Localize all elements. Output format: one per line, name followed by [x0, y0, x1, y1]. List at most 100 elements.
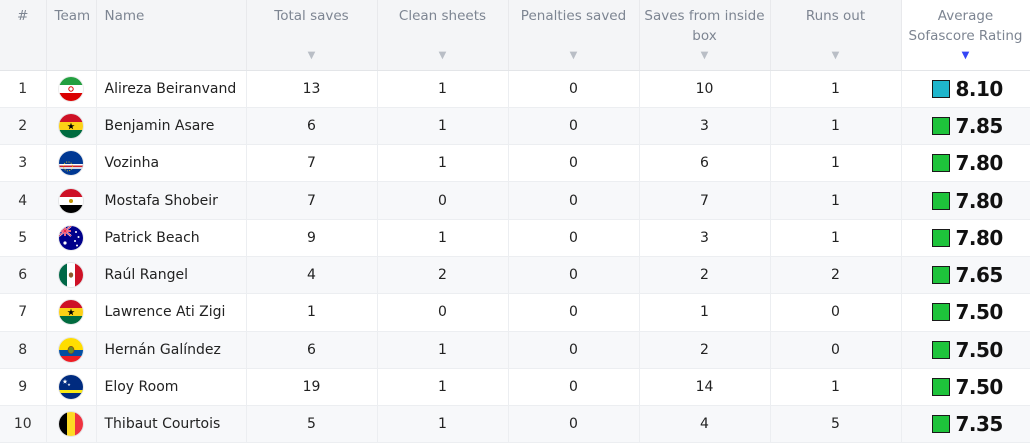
rating-value: 7.65 — [955, 263, 1004, 288]
header-total-saves[interactable]: Total saves ▼ — [246, 0, 378, 71]
sort-down-triangle-icon-active[interactable]: ▼ — [961, 49, 970, 61]
header-team: Team — [46, 0, 97, 71]
rating-value: 7.50 — [955, 300, 1004, 325]
rating-value: 7.80 — [955, 188, 1004, 213]
curacao-flag-icon[interactable] — [59, 375, 83, 400]
player-name-link[interactable]: Raúl Rangel — [96, 256, 247, 295]
saves-inside-box-cell: 14 — [639, 368, 771, 407]
player-name-link[interactable]: Lawrence Ati Zigi — [96, 293, 247, 332]
table-row[interactable]: 6 Raúl Rangel 4 2 0 2 2 7.65 — [0, 256, 1030, 295]
runs-out-cell: 2 — [770, 256, 902, 295]
australia-flag-icon[interactable] — [59, 225, 83, 250]
runs-out-cell: 1 — [770, 219, 902, 257]
rank-cell: 1 — [0, 70, 47, 108]
header-penalties-saved[interactable]: Penalties saved ▼ — [508, 0, 640, 71]
team-cell[interactable] — [46, 405, 97, 444]
rating-value: 7.50 — [955, 375, 1004, 400]
runs-out-cell: 1 — [770, 144, 902, 183]
clean-sheets-cell: 1 — [377, 70, 509, 108]
saves-inside-box-cell: 1 — [639, 293, 771, 332]
saves-inside-box-cell: 2 — [639, 256, 771, 295]
header-runs-out[interactable]: Runs out ▼ — [770, 0, 902, 71]
header-rank: # — [0, 0, 47, 71]
player-name-link[interactable]: Mostafa Shobeir — [96, 181, 247, 220]
rating-value: 7.85 — [955, 113, 1004, 138]
rating-cell: 7.80 — [901, 219, 1030, 257]
rating-value: 7.50 — [955, 337, 1004, 362]
ghana-flag-icon[interactable] — [59, 300, 83, 325]
penalties-saved-cell: 0 — [508, 107, 640, 146]
ecuador-flag-icon[interactable] — [59, 337, 83, 362]
egypt-flag-icon[interactable] — [59, 188, 83, 213]
player-name-link[interactable]: Alireza Beiranvand — [96, 70, 247, 108]
team-cell[interactable] — [46, 107, 97, 146]
penalties-saved-cell: 0 — [508, 144, 640, 183]
clean-sheets-cell: 1 — [377, 331, 509, 369]
rank-cell: 6 — [0, 256, 47, 295]
cape-verde-flag-icon[interactable] — [59, 151, 83, 176]
clean-sheets-cell: 0 — [377, 181, 509, 220]
player-name-link[interactable]: Thibaut Courtois — [96, 405, 247, 444]
header-avg-rating[interactable]: Average Sofascore Rating ▼ — [901, 0, 1030, 71]
team-cell[interactable] — [46, 70, 97, 108]
table-row[interactable]: 9 Eloy Room 19 1 0 14 1 7.50 — [0, 368, 1030, 407]
player-name-link[interactable]: Hernán Galíndez — [96, 331, 247, 369]
penalties-saved-cell: 0 — [508, 368, 640, 407]
rating-color-box — [931, 378, 950, 397]
penalties-saved-cell: 0 — [508, 331, 640, 369]
rating-value: 8.10 — [955, 76, 1004, 101]
mexico-flag-icon[interactable] — [59, 263, 83, 288]
table-row[interactable]: 5 Patrick Beach 9 1 0 3 1 7.80 — [0, 219, 1030, 257]
runs-out-cell: 0 — [770, 331, 902, 369]
team-cell[interactable] — [46, 219, 97, 257]
penalties-saved-cell: 0 — [508, 405, 640, 444]
player-name-link[interactable]: Vozinha — [96, 144, 247, 183]
table-row[interactable]: 3 Vozinha 7 1 0 6 1 7.80 — [0, 144, 1030, 183]
table-row[interactable]: 1 Alireza Beiranvand 13 1 0 10 1 8.10 — [0, 70, 1030, 108]
rank-cell: 4 — [0, 181, 47, 220]
runs-out-cell: 0 — [770, 293, 902, 332]
rating-color-box — [931, 266, 950, 285]
sort-down-triangle-icon[interactable]: ▼ — [438, 49, 447, 61]
table-row[interactable]: 2 Benjamin Asare 6 1 0 3 1 7.85 — [0, 107, 1030, 146]
runs-out-cell: 1 — [770, 70, 902, 108]
sort-down-triangle-icon[interactable]: ▼ — [700, 49, 709, 61]
header-name: Name — [96, 0, 247, 71]
team-cell[interactable] — [46, 144, 97, 183]
player-name-link[interactable]: Patrick Beach — [96, 219, 247, 257]
total-saves-cell: 1 — [246, 293, 378, 332]
total-saves-cell: 9 — [246, 219, 378, 257]
sort-down-triangle-icon[interactable]: ▼ — [569, 49, 578, 61]
header-clean-sheets[interactable]: Clean sheets ▼ — [377, 0, 509, 71]
total-saves-cell: 4 — [246, 256, 378, 295]
rating-color-box — [931, 228, 950, 247]
team-cell[interactable] — [46, 293, 97, 332]
runs-out-cell: 5 — [770, 405, 902, 444]
sort-down-triangle-icon[interactable]: ▼ — [307, 49, 316, 61]
belgium-flag-icon[interactable] — [59, 412, 83, 437]
player-name-link[interactable]: Benjamin Asare — [96, 107, 247, 146]
runs-out-cell: 1 — [770, 107, 902, 146]
table-row[interactable]: 10 Thibaut Courtois 5 1 0 4 5 7.35 — [0, 405, 1030, 444]
team-cell[interactable] — [46, 181, 97, 220]
sort-down-triangle-icon[interactable]: ▼ — [831, 49, 840, 61]
team-cell[interactable] — [46, 331, 97, 369]
rating-cell: 8.10 — [901, 70, 1030, 108]
total-saves-cell: 6 — [246, 107, 378, 146]
player-name-link[interactable]: Eloy Room — [96, 368, 247, 407]
header-saves-inside-box[interactable]: Saves from inside box ▼ — [639, 0, 771, 71]
iran-flag-icon[interactable] — [59, 76, 83, 101]
team-cell[interactable] — [46, 256, 97, 295]
table-row[interactable]: 8 Hernán Galíndez 6 1 0 2 0 7.50 — [0, 331, 1030, 369]
clean-sheets-cell: 1 — [377, 144, 509, 183]
rank-cell: 9 — [0, 368, 47, 407]
rating-cell: 7.80 — [901, 181, 1030, 220]
table-row[interactable]: 4 Mostafa Shobeir 7 0 0 7 1 7.80 — [0, 181, 1030, 220]
rank-cell: 5 — [0, 219, 47, 257]
table-row[interactable]: 7 Lawrence Ati Zigi 1 0 0 1 0 7.50 — [0, 293, 1030, 332]
ghana-flag-icon[interactable] — [59, 113, 83, 138]
rating-cell: 7.80 — [901, 144, 1030, 183]
team-cell[interactable] — [46, 368, 97, 407]
clean-sheets-cell: 2 — [377, 256, 509, 295]
